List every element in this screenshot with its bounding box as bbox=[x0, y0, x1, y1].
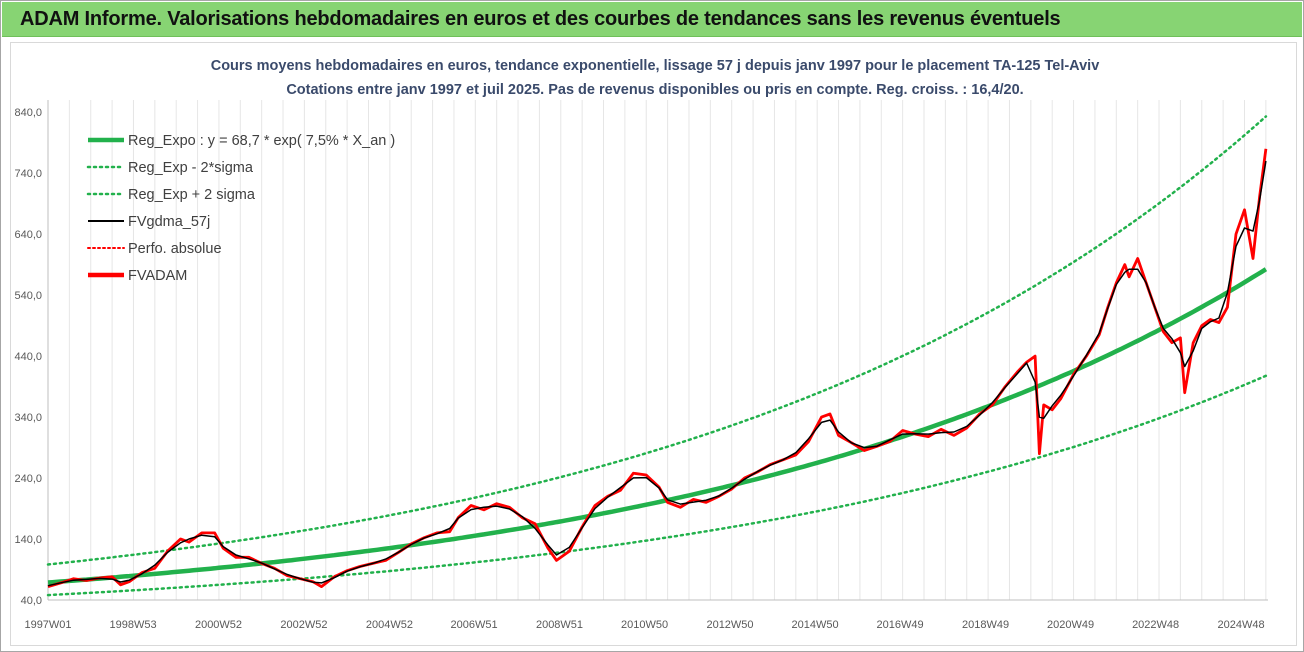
series-fvgdma-57j bbox=[47, 160, 1267, 587]
x-tick-label: 2016W49 bbox=[877, 619, 924, 631]
chart-title-line1: Cours moyens hebdomadaires en euros, ten… bbox=[211, 58, 1100, 74]
legend-label: Reg_Expo : y = 68,7 * exp( 7,5% * X_an ) bbox=[128, 133, 395, 149]
legend: Reg_Expo : y = 68,7 * exp( 7,5% * X_an )… bbox=[86, 133, 395, 284]
x-tick-label: 2018W49 bbox=[962, 619, 1009, 631]
y-tick-label: 640,0 bbox=[14, 229, 42, 241]
x-tick-label: 2024W48 bbox=[1218, 619, 1265, 631]
x-tick-label: 2008W51 bbox=[536, 619, 583, 631]
x-tick-label: 2000W52 bbox=[195, 619, 242, 631]
y-tick-label: 40,0 bbox=[21, 595, 42, 607]
legend-label: FVADAM bbox=[128, 268, 187, 284]
x-tick-label: 2012W50 bbox=[706, 619, 753, 631]
legend-label: Perfo. absolue bbox=[128, 241, 222, 257]
x-tick-label: 2020W49 bbox=[1047, 619, 1094, 631]
series-reg-expo bbox=[47, 267, 1268, 585]
y-tick-label: 740,0 bbox=[14, 168, 42, 180]
y-tick-label: 240,0 bbox=[14, 473, 42, 485]
x-tick-label: 1998W53 bbox=[109, 619, 156, 631]
x-tick-label: 2006W51 bbox=[450, 619, 497, 631]
x-tick-label: 2004W52 bbox=[366, 619, 413, 631]
axes: 40,0 140,0 240,0 340,0 440,0 540,0 640,0 740,0 8… bbox=[14, 100, 1268, 631]
chart-area bbox=[10, 42, 1297, 646]
series-layer bbox=[46, 115, 1268, 597]
legend-label: FVgdma_57j bbox=[128, 214, 210, 230]
report-banner: ADAM Informe. Valorisations hebdomadaire… bbox=[2, 2, 1302, 37]
y-tick-label: 340,0 bbox=[14, 412, 42, 424]
x-tick-label: 2014W50 bbox=[791, 619, 838, 631]
legend-label: Reg_Exp + 2 sigma bbox=[128, 187, 256, 203]
y-tick-label: 540,0 bbox=[14, 290, 42, 302]
series-reg-exp-plus-2sigma bbox=[46, 115, 1268, 566]
x-tick-label: 1997W01 bbox=[24, 619, 71, 631]
x-tick-label: 2002W52 bbox=[280, 619, 327, 631]
series-reg-exp-minus-2sigma bbox=[46, 374, 1268, 597]
y-tick-label: 440,0 bbox=[14, 351, 42, 363]
y-tick-label: 140,0 bbox=[14, 534, 42, 546]
x-tick-label: 2022W48 bbox=[1132, 619, 1179, 631]
y-tick-label: 840,0 bbox=[14, 107, 42, 119]
report-title: ADAM Informe. Valorisations hebdomadaire… bbox=[20, 8, 1061, 30]
chart-title-line2: Cotations entre janv 1997 et juil 2025. … bbox=[286, 82, 1023, 98]
x-tick-label: 2010W50 bbox=[621, 619, 668, 631]
legend-label: Reg_Exp - 2*sigma bbox=[128, 160, 254, 176]
